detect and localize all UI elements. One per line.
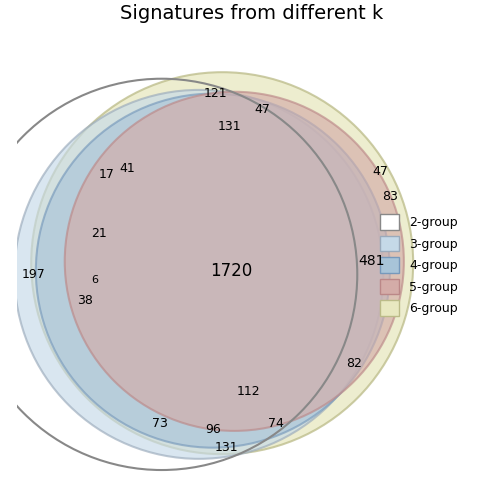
Text: 74: 74 [268, 417, 284, 430]
Text: 82: 82 [347, 357, 362, 370]
Text: 83: 83 [382, 190, 398, 203]
Text: 6: 6 [91, 275, 98, 285]
Text: 47: 47 [372, 165, 389, 178]
Title: Signatures from different k: Signatures from different k [120, 4, 384, 23]
Text: 1720: 1720 [210, 262, 253, 280]
Text: 38: 38 [77, 294, 93, 307]
Text: 481: 481 [358, 255, 385, 268]
Circle shape [65, 92, 404, 431]
Text: 131: 131 [215, 441, 239, 454]
Text: 112: 112 [236, 385, 260, 398]
Text: 73: 73 [152, 417, 168, 430]
Text: 17: 17 [99, 168, 114, 181]
Text: 21: 21 [91, 227, 107, 240]
Circle shape [15, 90, 384, 459]
Legend: 2-group, 3-group, 4-group, 5-group, 6-group: 2-group, 3-group, 4-group, 5-group, 6-gr… [381, 214, 458, 316]
Text: 121: 121 [204, 87, 227, 100]
Text: 41: 41 [119, 162, 135, 175]
Text: 131: 131 [218, 120, 241, 133]
Text: 47: 47 [255, 103, 270, 116]
Circle shape [31, 72, 413, 454]
Text: 197: 197 [22, 268, 46, 281]
Text: 96: 96 [205, 422, 221, 435]
Circle shape [36, 94, 390, 448]
